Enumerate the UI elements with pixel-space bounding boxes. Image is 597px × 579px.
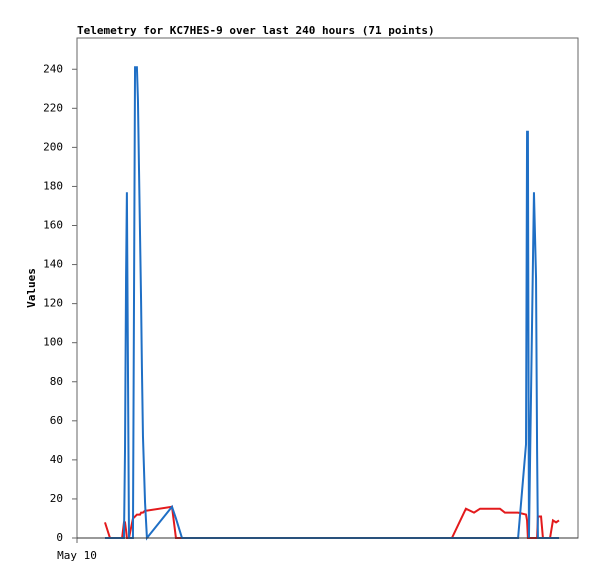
x-tick-label: May 10 [57,549,97,562]
y-tick-label: 240 [43,62,63,75]
plot-frame [76,37,579,539]
y-tick-label: 140 [43,258,63,271]
y-tick-label: 20 [50,492,63,505]
y-tick-label: 160 [43,219,63,232]
y-axis-label: Values [25,268,38,308]
y-tick-label: 60 [50,414,63,427]
series-line [104,66,560,541]
y-tick-label: 180 [43,179,63,192]
chart-title: Telemetry for KC7HES-9 over last 240 hou… [77,24,435,37]
y-tick-label: 220 [43,101,63,114]
y-tick-label: 200 [43,140,63,153]
y-tick-label: 80 [50,375,63,388]
y-tick-label: 40 [50,453,63,466]
y-tick-label: 100 [43,336,63,349]
y-tick-label: 120 [43,297,63,310]
y-tick-label: 0 [56,531,63,544]
